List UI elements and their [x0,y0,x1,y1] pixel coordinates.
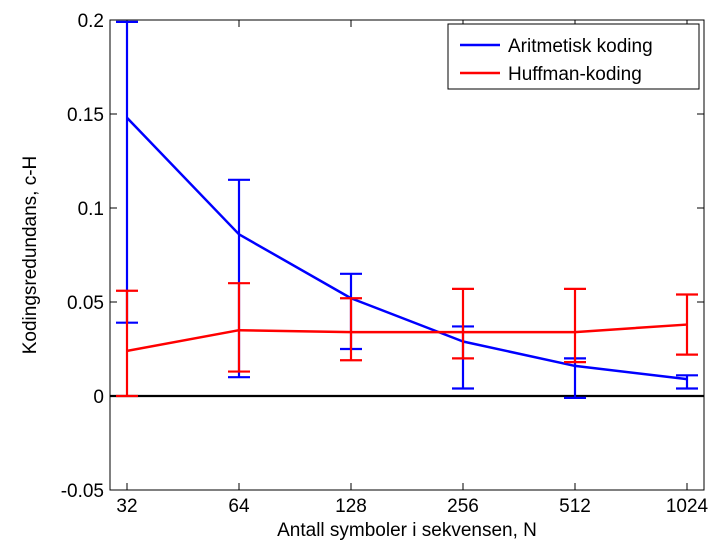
series-line-huffman [126,323,688,353]
series-huffman [116,282,698,398]
plot-area [109,19,705,491]
legend-label-aritmetisk: Aritmetisk koding [508,36,653,57]
legend-box [447,23,700,90]
legend: Aritmetisk koding Huffman-koding [447,23,700,90]
y-tick-label: 0.2 [78,11,104,32]
x-axis-label: Antall symboler i sekvensen, N [277,520,537,541]
x-tick-label: 32 [116,496,137,517]
y-tick-label: 0 [93,387,104,408]
x-tick-label: 128 [335,496,367,517]
y-tick-label: 0.15 [67,105,104,126]
legend-label-huffman: Huffman-koding [508,64,642,85]
y-axis-label: Kodingsredundans, c-H [20,156,41,355]
series-line-aritmetisk [126,116,688,381]
y-tick-label: -0.05 [61,481,104,502]
x-tick-label: 512 [559,496,591,517]
x-tick-label: 1024 [666,496,709,517]
y-tick-label: 0.1 [78,199,104,220]
x-tick-label: 64 [228,496,250,517]
y-tick-label: 0.05 [67,293,104,314]
x-tick-label: 256 [447,496,479,517]
